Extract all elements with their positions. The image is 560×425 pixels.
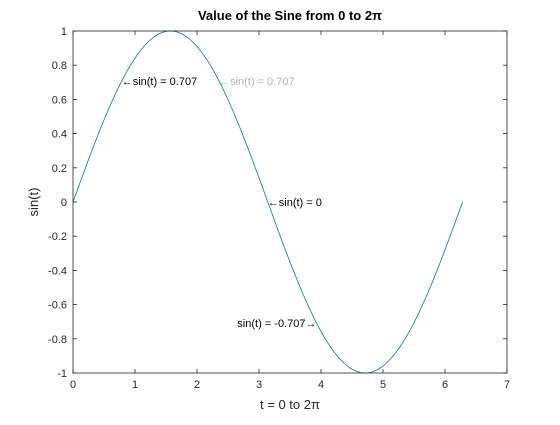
x-tick-label: 5 <box>380 379 386 391</box>
chart-title: Value of the Sine from 0 to 2π <box>198 8 382 23</box>
y-tick-label: 0 <box>61 197 67 209</box>
x-tick-label: 7 <box>504 379 510 391</box>
y-tick-label: 0.2 <box>52 163 67 175</box>
x-tick-label: 2 <box>194 379 200 391</box>
y-tick-label: -0.6 <box>48 300 67 312</box>
annotations-layer: ←sin(t) = 0.707 ←sin(t) = 0.707 ←sin(t) = … <box>122 76 322 330</box>
y-tick-label: 0.4 <box>52 129 67 141</box>
annotation-label: ←sin(t) = 0.707 <box>219 76 295 88</box>
y-tick-label: 1 <box>61 26 67 38</box>
x-axis-label: t = 0 to 2π <box>260 397 320 412</box>
y-tick-label: 0.8 <box>52 60 67 72</box>
annotation-label: ←sin(t) = 0 <box>268 197 322 209</box>
axes-box <box>72 30 508 374</box>
plot-background <box>73 31 507 373</box>
y-tick-label: -0.4 <box>48 265 67 277</box>
series-line-sine <box>72 30 463 374</box>
annotation-label: ←sin(t) = 0.707 <box>122 76 198 88</box>
x-tick-label: 3 <box>256 379 262 391</box>
y-tick-label: -0.2 <box>48 231 67 243</box>
x-tick-label: 1 <box>132 379 138 391</box>
x-tick-label: 6 <box>442 379 448 391</box>
annotation-label: sin(t) = -0.707→ <box>237 318 316 330</box>
y-tick-label: 0.6 <box>52 94 67 106</box>
y-axis-label: sin(t) <box>26 188 41 217</box>
x-tick-label: 0 <box>70 379 76 391</box>
x-tick-label: 4 <box>318 379 324 391</box>
y-tick-label: -1 <box>57 368 67 380</box>
y-tick-label: -0.8 <box>48 334 67 346</box>
